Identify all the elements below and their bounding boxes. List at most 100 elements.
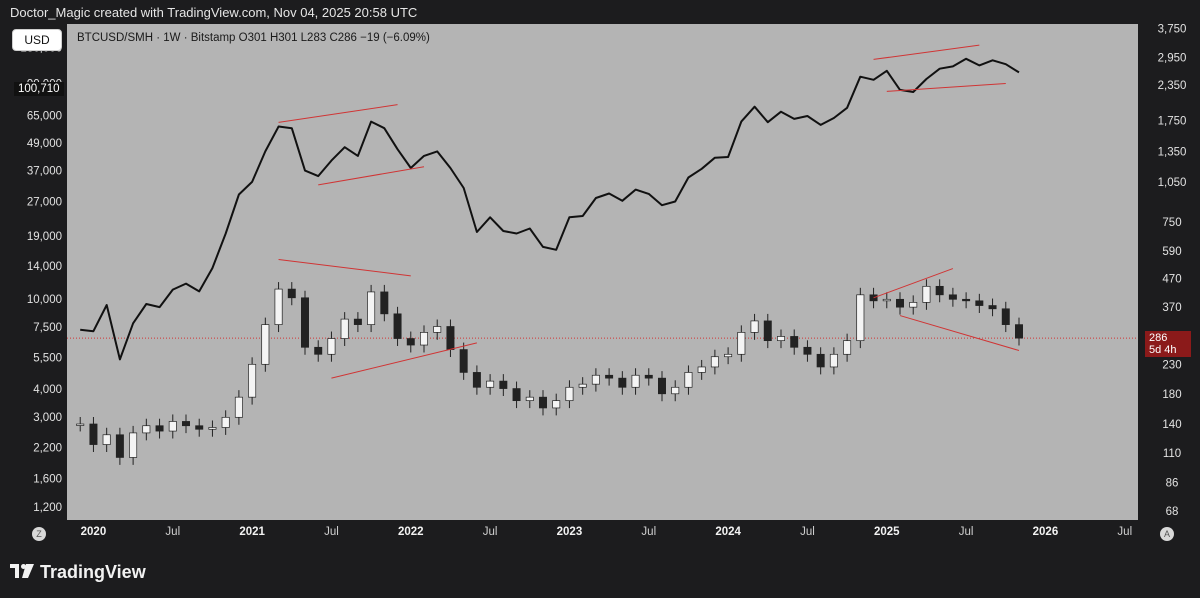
candle-body	[565, 386, 574, 402]
symbol-legend: BTCUSD/SMH · 1W · Bitstamp O301 H301 L28…	[77, 32, 430, 44]
trendline	[278, 259, 411, 277]
candle-body	[1001, 308, 1010, 325]
trendline	[899, 315, 1020, 351]
candle-body	[671, 386, 680, 395]
right-axis-tick-label: 2,350	[1158, 80, 1187, 92]
candle-body	[777, 336, 785, 342]
candle-body	[909, 302, 918, 308]
candle-body	[988, 305, 997, 310]
x-axis-tick-label: 2023	[557, 526, 583, 538]
right-axis-tick-label: 3,750	[1158, 24, 1187, 36]
candle-body	[975, 300, 984, 306]
right-axis-tick-label: 230	[1162, 359, 1181, 371]
candle-body	[922, 285, 931, 303]
candle-body	[287, 288, 296, 299]
zoom-reset-icon[interactable]: Z	[32, 527, 46, 541]
ratio-bar-countdown: 5d 4h	[1149, 344, 1177, 356]
currency-button[interactable]: USD	[12, 29, 62, 51]
x-axis-tick-label: Jul	[1117, 526, 1132, 538]
candle-body	[684, 372, 693, 388]
candle-body	[618, 377, 627, 388]
candle-body	[763, 320, 772, 342]
x-axis-tick-label: 2026	[1033, 526, 1059, 538]
candle-body	[578, 383, 587, 388]
ratio-last-price-badge: 286 5d 4h	[1145, 331, 1191, 357]
btc-price-line	[80, 57, 1020, 361]
candle-body	[182, 421, 190, 427]
left-axis-tick-label: 1,200	[33, 502, 62, 514]
x-axis-tick-label: 2025	[874, 526, 900, 538]
right-axis-tick-label: 1,750	[1158, 115, 1187, 127]
left-axis-tick-label: 14,000	[27, 261, 62, 273]
candle-body	[843, 340, 852, 355]
candle-body	[591, 374, 600, 385]
ratio-last-value: 286	[1149, 332, 1168, 344]
left-axis-tick-label: 10,000	[27, 294, 62, 306]
left-axis-tick-label: 49,000	[27, 138, 62, 150]
chart-canvas[interactable]: 130,00090,00065,00049,00037,00027,00019,…	[0, 24, 1200, 546]
candle-body	[221, 416, 230, 428]
left-axis-tick-label: 37,000	[27, 166, 62, 178]
right-axis-tick-label: 86	[1166, 478, 1179, 490]
auto-scale-icon[interactable]: A	[1160, 527, 1174, 541]
candle-body	[856, 294, 865, 342]
tradingview-logo-text: TradingView	[40, 562, 146, 582]
x-axis-tick-label: 2020	[81, 526, 107, 538]
candle-body	[499, 380, 508, 389]
candle-body	[129, 432, 138, 458]
left-axis-tick-label: 4,000	[33, 384, 62, 396]
candle-body	[274, 288, 283, 325]
x-axis-tick-label: Jul	[324, 526, 339, 538]
trendline	[278, 104, 398, 123]
candle-body	[472, 372, 481, 388]
candle-body	[750, 320, 759, 333]
candle-body	[446, 326, 455, 350]
candle-body	[353, 318, 362, 325]
x-axis-tick-label: Jul	[483, 526, 498, 538]
x-axis-tick-label: Jul	[641, 526, 656, 538]
x-axis-tick-label: 2022	[398, 526, 424, 538]
left-axis-tick-label: 2,200	[33, 442, 62, 454]
candle-body	[155, 425, 164, 432]
right-axis-tick-label: 2,950	[1158, 53, 1187, 65]
left-axis-tick-label: 5,500	[33, 353, 62, 365]
btc-last-price-badge: 100,710	[14, 82, 64, 96]
left-axis-tick-label: 3,000	[33, 412, 62, 424]
candle-body	[539, 396, 547, 409]
candle-body	[697, 366, 706, 373]
candle-body	[935, 285, 944, 296]
candle-body	[314, 346, 323, 355]
candle-body	[115, 434, 124, 458]
candle-body	[76, 423, 85, 426]
candle-body	[195, 425, 204, 430]
candle-body	[962, 298, 971, 302]
right-axis-tick-label: 1,350	[1158, 147, 1187, 159]
left-axis-tick-label: 65,000	[27, 110, 62, 122]
candle-body	[380, 291, 389, 315]
candle-body	[816, 353, 825, 368]
left-axis-tick-label: 1,600	[33, 474, 62, 486]
tradingview-logo[interactable]: TradingView	[10, 562, 146, 583]
candle-body	[393, 313, 402, 339]
candle-body	[420, 332, 428, 346]
candle-body	[644, 374, 653, 379]
chart-frame[interactable]: 130,00090,00065,00049,00037,00027,00019,…	[0, 24, 1200, 546]
candle-body	[882, 298, 891, 302]
right-axis-tick-label: 590	[1162, 246, 1181, 258]
candle-body	[552, 400, 561, 409]
candle-body	[301, 297, 309, 348]
x-axis-tick-label: 2021	[239, 526, 265, 538]
right-axis-tick-label: 180	[1162, 389, 1181, 401]
left-axis-tick-label: 19,000	[27, 231, 62, 243]
candle-body	[829, 353, 838, 368]
candle-body	[406, 338, 415, 346]
candle-body	[486, 380, 495, 388]
candle-body	[525, 396, 534, 402]
x-axis-tick-label: Jul	[959, 526, 974, 538]
candle-body	[605, 374, 614, 379]
candle-body	[142, 425, 151, 434]
candle-body	[340, 318, 349, 339]
candle-body	[367, 291, 376, 325]
candle-body	[803, 346, 812, 355]
candle-body	[896, 298, 904, 308]
